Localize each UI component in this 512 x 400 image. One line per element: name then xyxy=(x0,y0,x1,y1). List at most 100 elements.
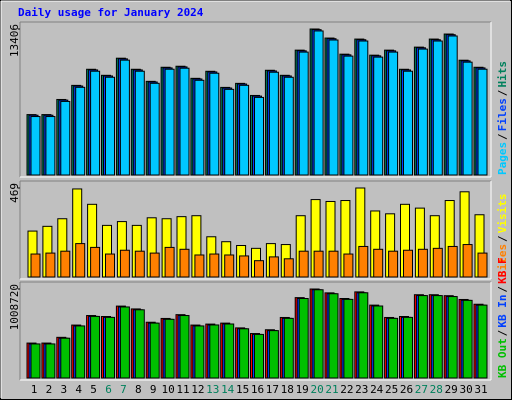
x-tick-label: 13 xyxy=(206,383,219,396)
bar xyxy=(403,316,413,379)
bar xyxy=(388,317,399,379)
bar xyxy=(447,35,458,176)
bar xyxy=(134,70,145,176)
bar xyxy=(209,72,220,176)
bar xyxy=(432,295,443,379)
legend-separator: / xyxy=(496,90,509,97)
bar xyxy=(134,250,145,278)
y-tick-label: 1008720 xyxy=(8,284,21,330)
bar xyxy=(388,250,399,278)
bar xyxy=(432,40,443,176)
bar xyxy=(328,250,339,278)
legend-entry: KB In xyxy=(496,295,509,328)
bar xyxy=(90,70,101,176)
x-tick-label: 7 xyxy=(120,383,127,396)
bar xyxy=(298,298,309,379)
bar xyxy=(45,343,56,379)
bar xyxy=(179,315,190,379)
bar xyxy=(447,245,458,278)
bar xyxy=(60,250,71,278)
bar xyxy=(283,317,294,379)
legend-separator: / xyxy=(496,286,509,293)
bar xyxy=(447,296,458,379)
bar xyxy=(254,260,264,278)
bar xyxy=(358,292,369,379)
bar xyxy=(417,48,428,176)
x-tick-label: 29 xyxy=(445,383,458,396)
bar xyxy=(432,247,443,278)
bar xyxy=(149,252,160,278)
bar xyxy=(268,330,279,379)
bar xyxy=(119,306,130,379)
bar xyxy=(90,246,101,278)
bar xyxy=(254,96,264,176)
bar xyxy=(313,250,324,278)
bar xyxy=(343,298,354,379)
legend-separator: / xyxy=(496,133,509,140)
bar xyxy=(105,76,115,176)
bar xyxy=(209,324,220,379)
bar xyxy=(477,252,488,278)
bar xyxy=(239,328,250,379)
bar xyxy=(298,250,309,278)
bar xyxy=(462,244,473,278)
bar xyxy=(462,61,473,176)
bar xyxy=(268,71,279,176)
bar xyxy=(90,315,101,379)
legend-entry: Pages xyxy=(496,142,509,175)
bar xyxy=(75,325,86,379)
legend-entry: KB F xyxy=(496,257,509,284)
bar xyxy=(224,254,235,278)
bar xyxy=(149,322,160,379)
x-tick-label: 3 xyxy=(60,383,67,396)
bar xyxy=(343,55,354,176)
bar xyxy=(179,248,190,278)
bar xyxy=(224,88,235,176)
bar xyxy=(164,318,175,379)
x-tick-label: 9 xyxy=(150,383,157,396)
bar xyxy=(373,305,384,379)
bar xyxy=(105,316,115,379)
x-tick-label: 11 xyxy=(176,383,189,396)
bar xyxy=(388,51,399,176)
bar xyxy=(462,299,473,379)
x-tick-label: 8 xyxy=(135,383,142,396)
bar xyxy=(164,246,175,278)
bar xyxy=(328,293,339,379)
bar xyxy=(403,70,413,176)
bar xyxy=(119,249,130,278)
bar xyxy=(119,59,130,176)
x-tick-label: 12 xyxy=(191,383,204,396)
x-tick-label: 30 xyxy=(459,383,472,396)
bar xyxy=(105,253,115,278)
x-tick-label: 5 xyxy=(90,383,97,396)
x-tick-label: 22 xyxy=(340,383,353,396)
bar xyxy=(30,343,41,379)
legend-entry: KB Out xyxy=(496,338,509,378)
bar xyxy=(403,249,413,278)
x-tick-label: 23 xyxy=(355,383,368,396)
bar xyxy=(224,323,235,379)
x-tick-label: 21 xyxy=(325,383,338,396)
bar xyxy=(373,56,384,176)
chart-title: Daily usage for January 2024 xyxy=(18,6,204,19)
bar xyxy=(268,256,279,278)
x-tick-label: 27 xyxy=(415,383,428,396)
bar xyxy=(134,309,145,379)
bar xyxy=(477,68,488,176)
bar xyxy=(358,40,369,176)
bar xyxy=(358,245,369,278)
bar xyxy=(477,304,488,379)
legend-entry: Files xyxy=(496,98,509,131)
bar xyxy=(328,39,339,176)
bar xyxy=(298,51,309,176)
bar xyxy=(239,255,250,278)
legend-entry: Hits xyxy=(496,61,509,88)
legend-entry: Sites xyxy=(496,244,509,277)
x-tick-label: 19 xyxy=(296,383,309,396)
x-tick-label: 25 xyxy=(385,383,398,396)
x-tick-label: 24 xyxy=(370,383,384,396)
bar xyxy=(60,100,71,176)
bar xyxy=(75,243,86,278)
legend-separator: / xyxy=(496,235,509,242)
